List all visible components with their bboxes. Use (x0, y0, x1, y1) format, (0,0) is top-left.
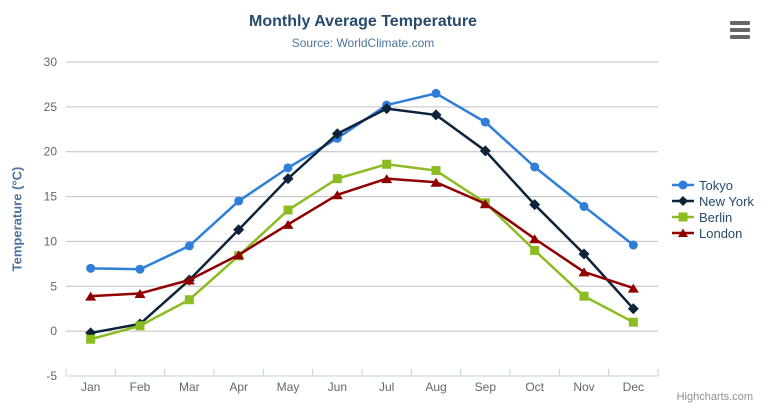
data-point-london[interactable] (183, 275, 195, 285)
x-axis-label: Nov (573, 380, 594, 394)
circle-marker-icon (672, 180, 694, 190)
x-axis-label: Jan (81, 380, 100, 394)
data-point-tokyo[interactable] (480, 117, 490, 127)
data-point-berlin[interactable] (530, 245, 540, 255)
data-point-london[interactable] (578, 267, 590, 277)
y-axis-label: 0 (50, 324, 57, 338)
y-axis-label: 30 (44, 55, 58, 69)
x-axis-label: Jul (379, 380, 394, 394)
y-axis-label: 5 (50, 279, 57, 293)
x-axis-label: Dec (623, 380, 644, 394)
square-marker-icon (672, 212, 694, 222)
legend-item-label: Tokyo (699, 177, 733, 193)
legend-item-london[interactable]: London (672, 225, 754, 241)
chart-subtitle: Source: WorldClimate.com (291, 36, 435, 50)
data-point-new-york[interactable] (331, 128, 343, 140)
legend-item-label: London (699, 225, 743, 241)
triangle-marker-icon (672, 228, 694, 237)
data-point-berlin[interactable] (628, 317, 638, 327)
data-point-new-york[interactable] (627, 303, 639, 315)
hamburger-menu-icon (730, 21, 750, 25)
data-point-tokyo[interactable] (530, 162, 540, 172)
y-axis-label: 25 (44, 100, 58, 114)
diamond-marker-icon (672, 196, 694, 206)
legend-item-tokyo[interactable]: Tokyo (672, 177, 754, 193)
data-point-tokyo[interactable] (579, 201, 589, 211)
data-point-new-york[interactable] (233, 224, 245, 236)
data-point-berlin[interactable] (431, 166, 441, 176)
chart-title: Monthly Average Temperature (249, 13, 477, 30)
credits-link[interactable]: Highcharts.com (676, 391, 753, 403)
legend-item-berlin[interactable]: Berlin (672, 209, 754, 225)
x-axis-label: Aug (425, 380, 446, 394)
legend: Tokyo New York Berlin London (672, 177, 754, 241)
data-point-london[interactable] (479, 199, 491, 209)
data-point-berlin[interactable] (135, 321, 145, 331)
data-point-london[interactable] (381, 174, 393, 184)
data-point-new-york[interactable] (479, 145, 491, 157)
data-point-london[interactable] (85, 291, 97, 301)
series-line-london[interactable] (89, 177, 635, 298)
data-point-berlin[interactable] (382, 159, 392, 169)
x-axis-label: Mar (179, 380, 200, 394)
data-point-london[interactable] (282, 219, 294, 229)
data-point-tokyo[interactable] (184, 241, 194, 251)
data-point-london[interactable] (134, 288, 146, 298)
context-menu-button[interactable] (730, 20, 752, 40)
data-point-berlin[interactable] (579, 291, 589, 301)
x-axis-label: May (277, 380, 300, 394)
data-point-tokyo[interactable] (86, 263, 96, 273)
data-point-berlin[interactable] (86, 334, 96, 344)
series-line-new-york[interactable] (89, 107, 635, 335)
legend-item-label: Berlin (699, 209, 733, 225)
data-point-berlin[interactable] (283, 205, 293, 215)
data-point-tokyo[interactable] (431, 88, 441, 98)
y-axis-label: 15 (44, 190, 58, 204)
hamburger-menu-icon (730, 28, 750, 32)
data-point-new-york[interactable] (430, 109, 442, 121)
x-axis-label: Oct (525, 380, 544, 394)
y-axis-label: 10 (44, 234, 58, 248)
data-point-london[interactable] (233, 250, 245, 260)
data-point-tokyo[interactable] (283, 163, 293, 173)
x-axis-label: Jun (328, 380, 347, 394)
data-point-tokyo[interactable] (234, 196, 244, 206)
data-point-tokyo[interactable] (628, 240, 638, 250)
data-point-new-york[interactable] (381, 103, 393, 115)
x-axis-label: Apr (229, 380, 248, 394)
legend-item-new-york[interactable]: New York (672, 193, 754, 209)
data-point-berlin[interactable] (332, 174, 342, 184)
x-axis-label: Sep (475, 380, 497, 394)
data-point-new-york[interactable] (578, 248, 590, 260)
data-point-london[interactable] (627, 283, 639, 293)
series-line-berlin[interactable] (89, 163, 635, 341)
data-point-london[interactable] (331, 190, 343, 200)
data-point-new-york[interactable] (529, 199, 541, 211)
y-axis-title: Temperature (°C) (9, 166, 25, 272)
legend-item-label: New York (699, 193, 754, 209)
data-point-tokyo[interactable] (135, 264, 145, 274)
data-point-london[interactable] (529, 234, 541, 244)
x-axis-label: Feb (130, 380, 151, 394)
data-point-new-york[interactable] (282, 173, 294, 185)
y-axis-label: -5 (46, 369, 57, 383)
series-line-tokyo[interactable] (89, 92, 635, 271)
data-point-berlin[interactable] (184, 295, 194, 305)
data-point-london[interactable] (430, 177, 442, 187)
hamburger-menu-icon (730, 35, 750, 39)
y-axis-label: 20 (44, 145, 58, 159)
